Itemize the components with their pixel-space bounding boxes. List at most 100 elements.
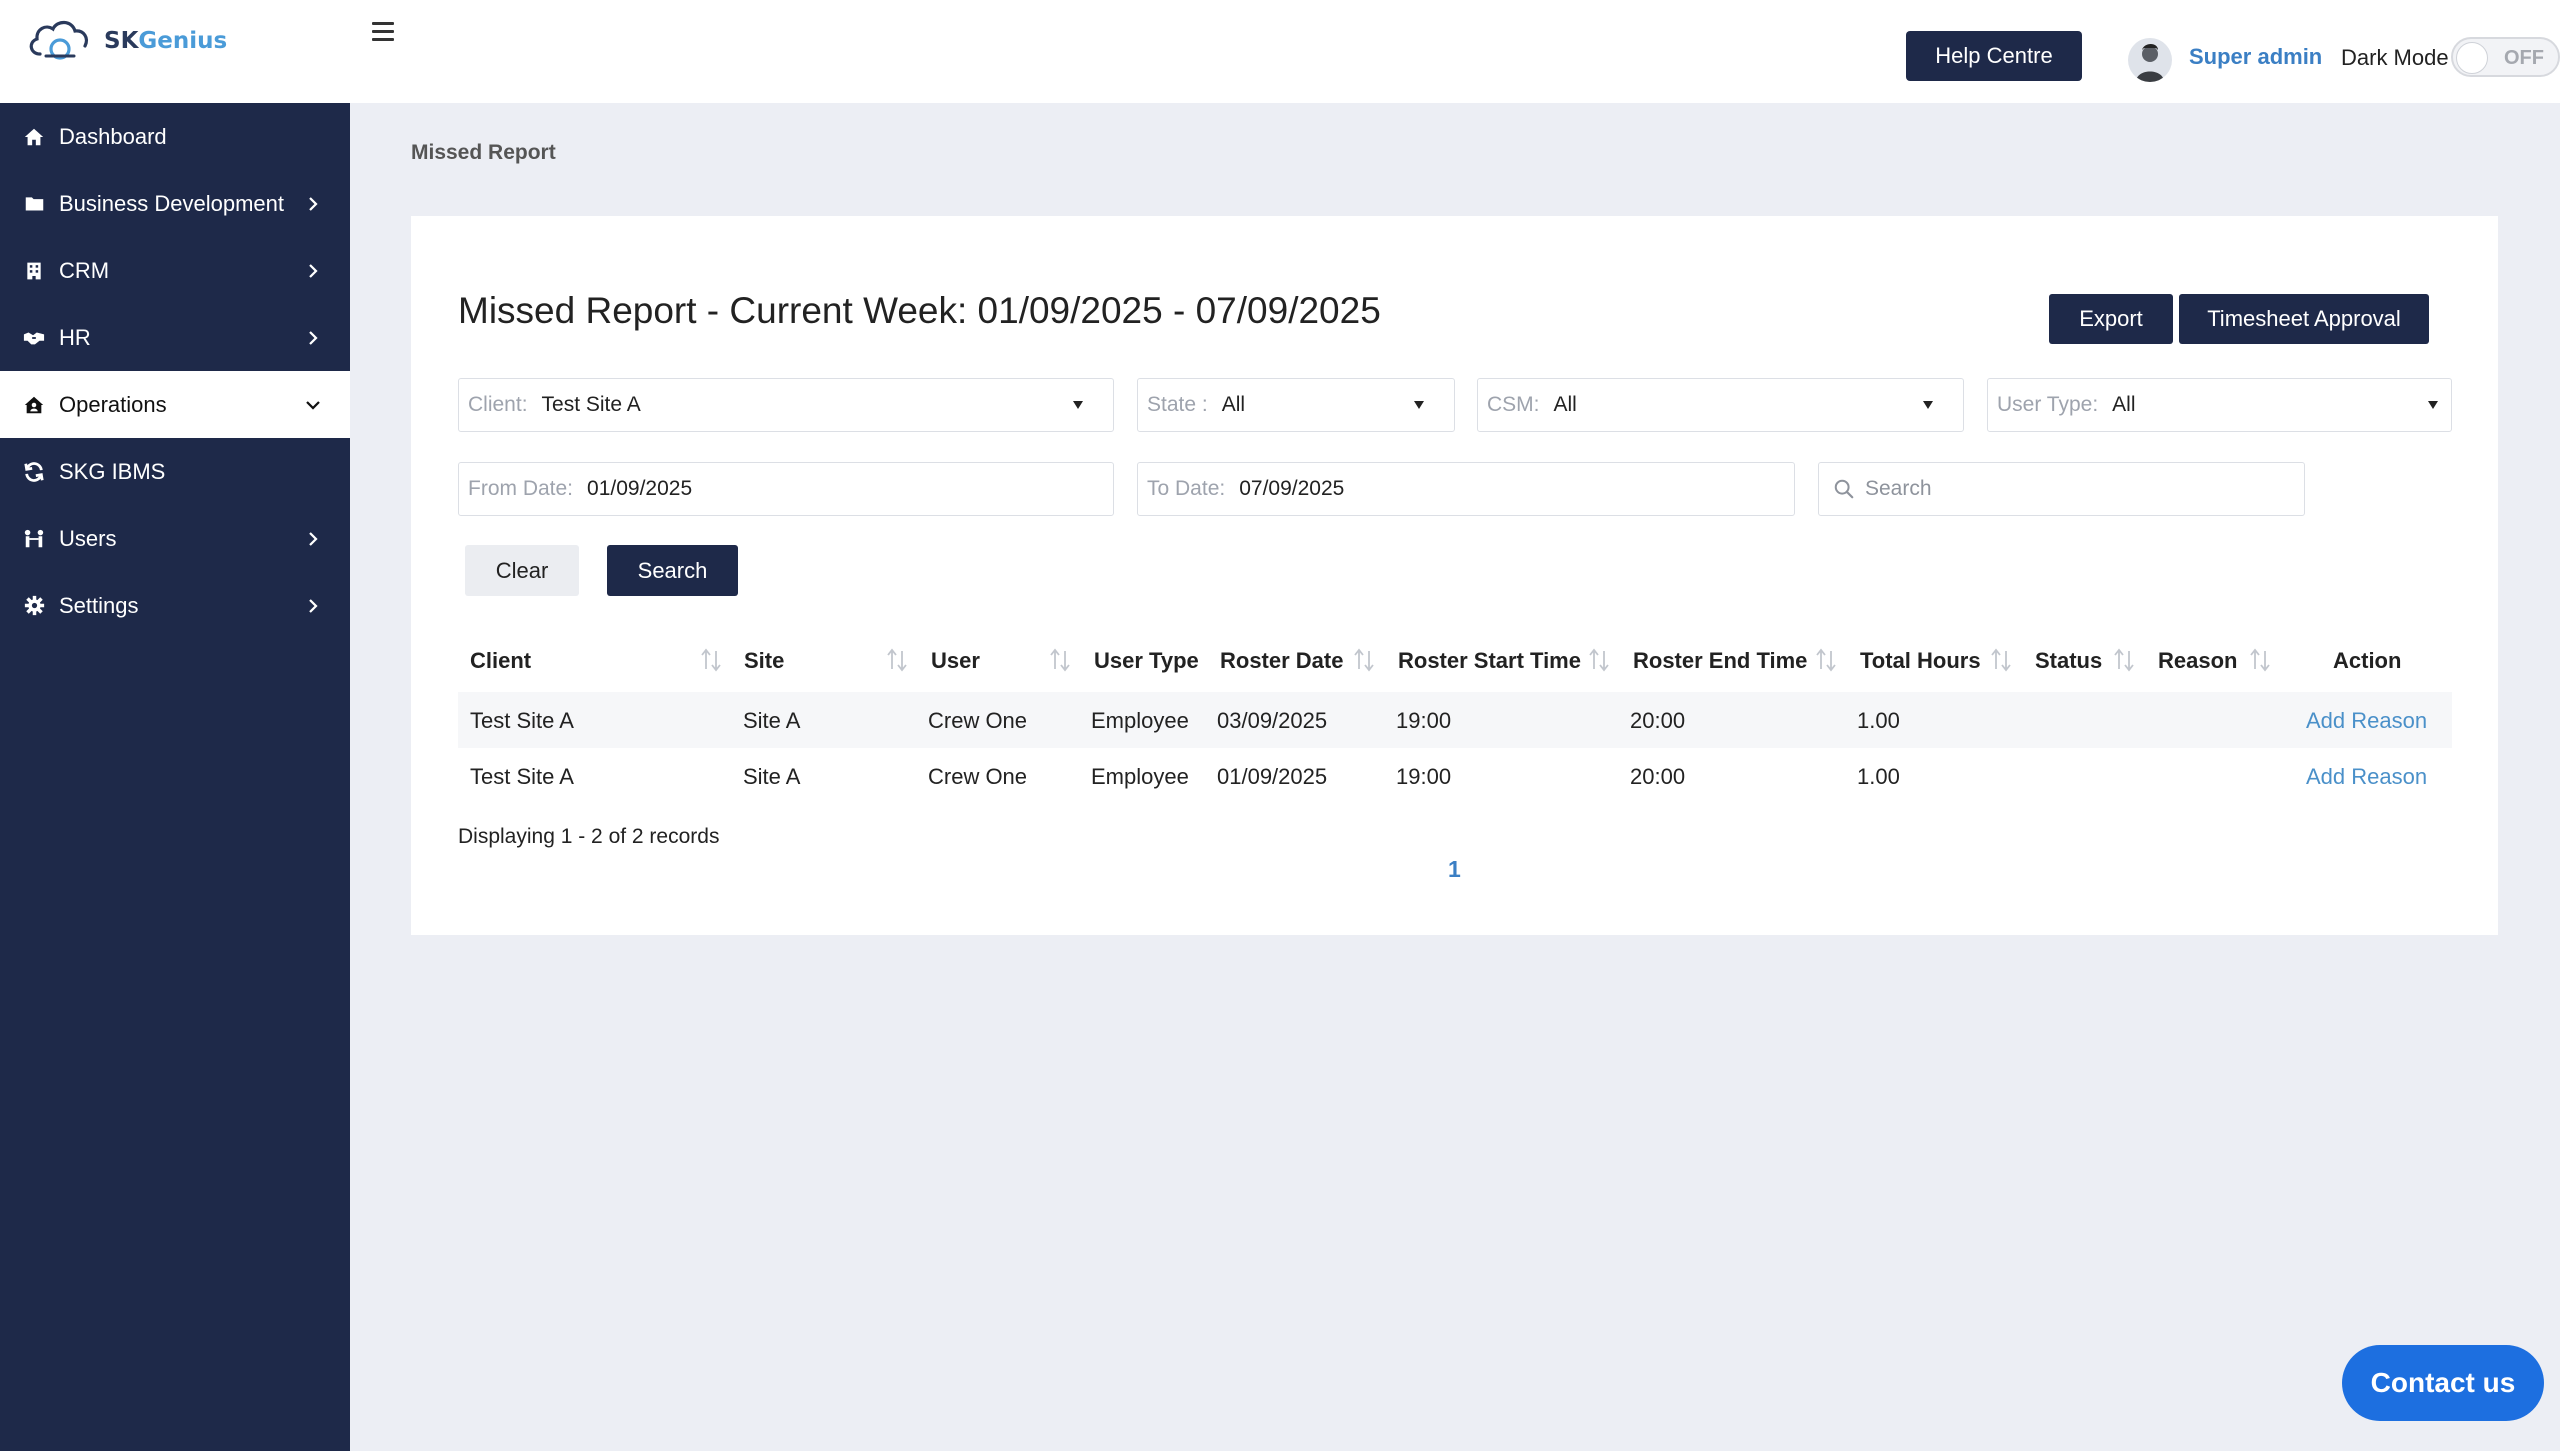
to-date-label: To Date: — [1147, 477, 1226, 500]
cell-roster-date: 03/09/2025 — [1217, 708, 1328, 733]
sidebar-item-operations[interactable]: Operations — [0, 371, 350, 438]
dark-mode-label: Dark Mode — [2341, 45, 2449, 70]
column-header-roster-date[interactable]: Roster Date — [1220, 648, 1344, 673]
csm-select[interactable]: CSM: All — [1477, 378, 1964, 432]
sidebar-item-users[interactable]: Users — [0, 505, 350, 572]
search-input[interactable] — [1865, 477, 2304, 501]
user-type-select[interactable]: User Type: All — [1987, 378, 2452, 432]
menu-toggle-icon[interactable] — [372, 22, 394, 44]
cell-roster-end: 20:00 — [1630, 708, 1686, 733]
state-select-label: State : — [1147, 393, 1208, 416]
sidebar-item-label: Settings — [59, 592, 139, 618]
chevron-right-icon — [302, 260, 324, 282]
toggle-knob — [2456, 42, 2488, 74]
search-button[interactable]: Search — [607, 545, 738, 596]
column-header-user[interactable]: User — [931, 648, 980, 673]
handshake-icon — [22, 326, 46, 350]
sidebar-item-skg-ibms[interactable]: SKG IBMS — [0, 438, 350, 505]
logo-text: SKGenius — [104, 28, 228, 54]
cell-total-hours: 1.00 — [1857, 764, 1900, 789]
sort-icon[interactable] — [1049, 647, 1071, 673]
cell-user-type: Employee — [1091, 708, 1189, 733]
column-header-roster-end-time[interactable]: Roster End Time — [1633, 648, 1808, 673]
cell-total-hours: 1.00 — [1857, 708, 1900, 733]
column-header-site[interactable]: Site — [744, 648, 785, 673]
user-name-link[interactable]: Super admin — [2189, 44, 2323, 69]
column-header-user-type[interactable]: User Type — [1094, 648, 1199, 673]
chevron-right-icon — [302, 193, 324, 215]
column-header-client[interactable]: Client — [470, 648, 532, 673]
client-select-label: Client: — [468, 393, 528, 416]
pagination-page-1[interactable]: 1 — [1448, 856, 1461, 882]
column-header-action: Action — [2333, 648, 2402, 673]
house-user-icon — [22, 393, 46, 417]
cloud-logo-icon — [29, 20, 88, 60]
contact-us-button[interactable]: Contact us — [2342, 1345, 2544, 1421]
sidebar-item-hr[interactable]: HR — [0, 304, 350, 371]
from-date-value: 01/09/2025 — [587, 477, 693, 500]
help-centre-button[interactable]: Help Centre — [1906, 31, 2082, 81]
sidebar-item-label: Business Development — [59, 190, 285, 216]
sidebar-item-dashboard[interactable]: Dashboard — [0, 103, 350, 170]
app-logo[interactable]: SKGenius — [26, 16, 227, 66]
user-type-select-label: User Type: — [1997, 393, 2099, 416]
sidebar-item-label: Users — [59, 525, 117, 551]
caret-down-icon — [1923, 401, 1933, 409]
avatar[interactable] — [2128, 38, 2172, 82]
caret-down-icon — [2428, 401, 2438, 409]
toggle-state-text: OFF — [2504, 47, 2544, 69]
table-row: Test Site A Site A Crew One Employee 03/… — [458, 692, 2452, 748]
top-header: SKGenius Help Centre Super admin Dark Mo… — [0, 0, 2560, 103]
sort-icon[interactable] — [1815, 647, 1837, 673]
column-header-status[interactable]: Status — [2035, 648, 2103, 673]
to-date-field[interactable]: To Date: 07/09/2025 — [1137, 462, 1795, 516]
chevron-right-icon — [302, 327, 324, 349]
state-select-value: All — [1221, 393, 1246, 416]
dark-mode-toggle[interactable]: OFF — [2451, 37, 2560, 77]
chevron-right-icon — [302, 528, 324, 550]
client-select[interactable]: Client: Test Site A — [458, 378, 1114, 432]
sidebar-item-settings[interactable]: Settings — [0, 572, 350, 639]
sort-icon[interactable] — [1990, 647, 2012, 673]
sidebar-item-label: HR — [59, 324, 91, 350]
users-icon — [22, 527, 46, 551]
search-field[interactable] — [1818, 462, 2305, 516]
cell-roster-start: 19:00 — [1396, 764, 1452, 789]
sidebar-item-crm[interactable]: CRM — [0, 237, 350, 304]
chevron-down-icon — [302, 394, 324, 416]
sort-icon[interactable] — [1588, 647, 1610, 673]
cell-site: Site A — [743, 764, 801, 789]
building-icon — [22, 259, 46, 283]
timesheet-approval-button[interactable]: Timesheet Approval — [2179, 294, 2429, 344]
clear-button[interactable]: Clear — [465, 545, 579, 596]
sort-icon[interactable] — [2113, 647, 2135, 673]
breadcrumb: Missed Report — [411, 141, 556, 164]
search-icon — [1833, 478, 1855, 500]
sort-icon[interactable] — [886, 647, 908, 673]
sidebar-item-business-development[interactable]: Business Development — [0, 170, 350, 237]
chevron-right-icon — [302, 595, 324, 617]
column-header-total-hours[interactable]: Total Hours — [1860, 648, 1981, 673]
page-title: Missed Report - Current Week: 01/09/2025… — [458, 290, 1381, 331]
sort-icon[interactable] — [1353, 647, 1375, 673]
sort-icon[interactable] — [2249, 647, 2271, 673]
from-date-label: From Date: — [468, 477, 574, 500]
column-header-roster-start-time[interactable]: Roster Start Time — [1398, 648, 1581, 673]
cell-user: Crew One — [928, 708, 1028, 733]
sidebar-item-label: Dashboard — [59, 123, 167, 149]
add-reason-link[interactable]: Add Reason — [2306, 764, 2428, 789]
table-row: Test Site A Site A Crew One Employee 01/… — [458, 748, 2452, 804]
from-date-field[interactable]: From Date: 01/09/2025 — [458, 462, 1114, 516]
cell-user: Crew One — [928, 764, 1028, 789]
sidebar-item-label: CRM — [59, 257, 110, 283]
column-header-reason[interactable]: Reason — [2158, 648, 2238, 673]
add-reason-link[interactable]: Add Reason — [2306, 708, 2428, 733]
csm-select-label: CSM: — [1487, 393, 1540, 416]
user-type-select-value: All — [2112, 393, 2136, 416]
state-select[interactable]: State : All — [1137, 378, 1455, 432]
sort-icon[interactable] — [700, 647, 722, 673]
folder-icon — [22, 192, 46, 216]
cell-roster-start: 19:00 — [1396, 708, 1452, 733]
export-button[interactable]: Export — [2049, 294, 2173, 344]
to-date-value: 07/09/2025 — [1239, 477, 1345, 500]
